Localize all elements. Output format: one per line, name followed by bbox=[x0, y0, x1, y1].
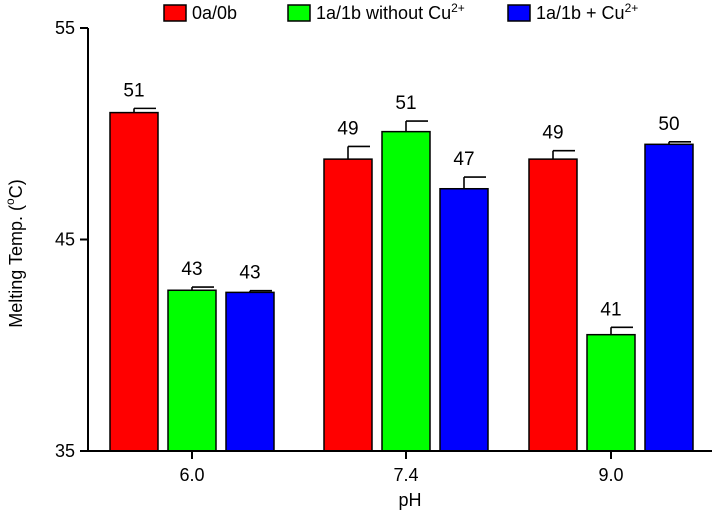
y-axis-title: Melting Temp. (oC) bbox=[3, 179, 26, 327]
x-tick-label-7.4: 7.4 bbox=[393, 465, 418, 485]
bars bbox=[109, 107, 694, 452]
y-tick-label-35: 35 bbox=[55, 441, 75, 461]
y-tick-label-55: 55 bbox=[55, 18, 75, 38]
legend-label-2-sup: 2+ bbox=[451, 1, 465, 15]
legend-label-1-main: 0a/0b bbox=[192, 3, 237, 23]
legend-label-1: 0a/0b bbox=[192, 3, 237, 23]
x-tick-label-9.0: 9.0 bbox=[598, 465, 623, 485]
legend-label-2: 1a/1b without Cu2+ bbox=[316, 1, 465, 23]
y-axis-title-main: Melting Temp. ( bbox=[6, 205, 26, 328]
legend-label-3-sup: 2+ bbox=[625, 1, 639, 15]
bar-2-6.0 bbox=[167, 289, 217, 452]
bar-2-7.4 bbox=[381, 130, 431, 452]
legend-label-2-main: 1a/1b without Cu bbox=[316, 3, 451, 23]
y-tick-label-45: 45 bbox=[55, 230, 75, 250]
x-axis-title: pH bbox=[398, 490, 421, 510]
bar-2-9.0 bbox=[586, 333, 636, 452]
bar-3-6.0 bbox=[225, 291, 275, 452]
legend: 0a/0b 1a/1b without Cu2+ 1a/1b + Cu2+ bbox=[163, 1, 638, 23]
data-label-1-7.4: 49 bbox=[337, 118, 358, 139]
data-label-1-9.0: 49 bbox=[542, 123, 563, 144]
data-label-2-9.0: 41 bbox=[600, 299, 621, 320]
data-label-3-7.4: 47 bbox=[453, 149, 474, 170]
data-label-1-6.0: 51 bbox=[123, 80, 144, 101]
y-axis-title-degree: o bbox=[3, 198, 17, 205]
data-label-3-9.0: 50 bbox=[658, 114, 679, 135]
y-axis-title-unit: C) bbox=[6, 179, 26, 198]
y-axis: 35 45 55 bbox=[55, 18, 89, 461]
data-labels: 51 49 49 43 51 41 43 47 50 bbox=[123, 80, 679, 320]
legend-label-3: 1a/1b + Cu2+ bbox=[536, 1, 638, 23]
legend-swatch-1 bbox=[163, 4, 187, 22]
data-label-2-6.0: 43 bbox=[181, 259, 202, 280]
x-axis: 6.0 7.4 9.0 bbox=[88, 450, 712, 485]
data-label-2-7.4: 51 bbox=[395, 93, 416, 114]
legend-swatch-2 bbox=[287, 4, 311, 22]
bar-1-6.0 bbox=[109, 111, 159, 452]
x-tick-label-6.0: 6.0 bbox=[179, 465, 204, 485]
legend-swatch-3 bbox=[507, 4, 531, 22]
legend-label-3-main: 1a/1b + Cu bbox=[536, 3, 625, 23]
data-label-3-6.0: 43 bbox=[239, 263, 260, 284]
bar-1-7.4 bbox=[323, 158, 373, 452]
bar-3-9.0 bbox=[644, 143, 694, 452]
bar-1-9.0 bbox=[528, 158, 578, 452]
bar-3-7.4 bbox=[439, 187, 489, 452]
